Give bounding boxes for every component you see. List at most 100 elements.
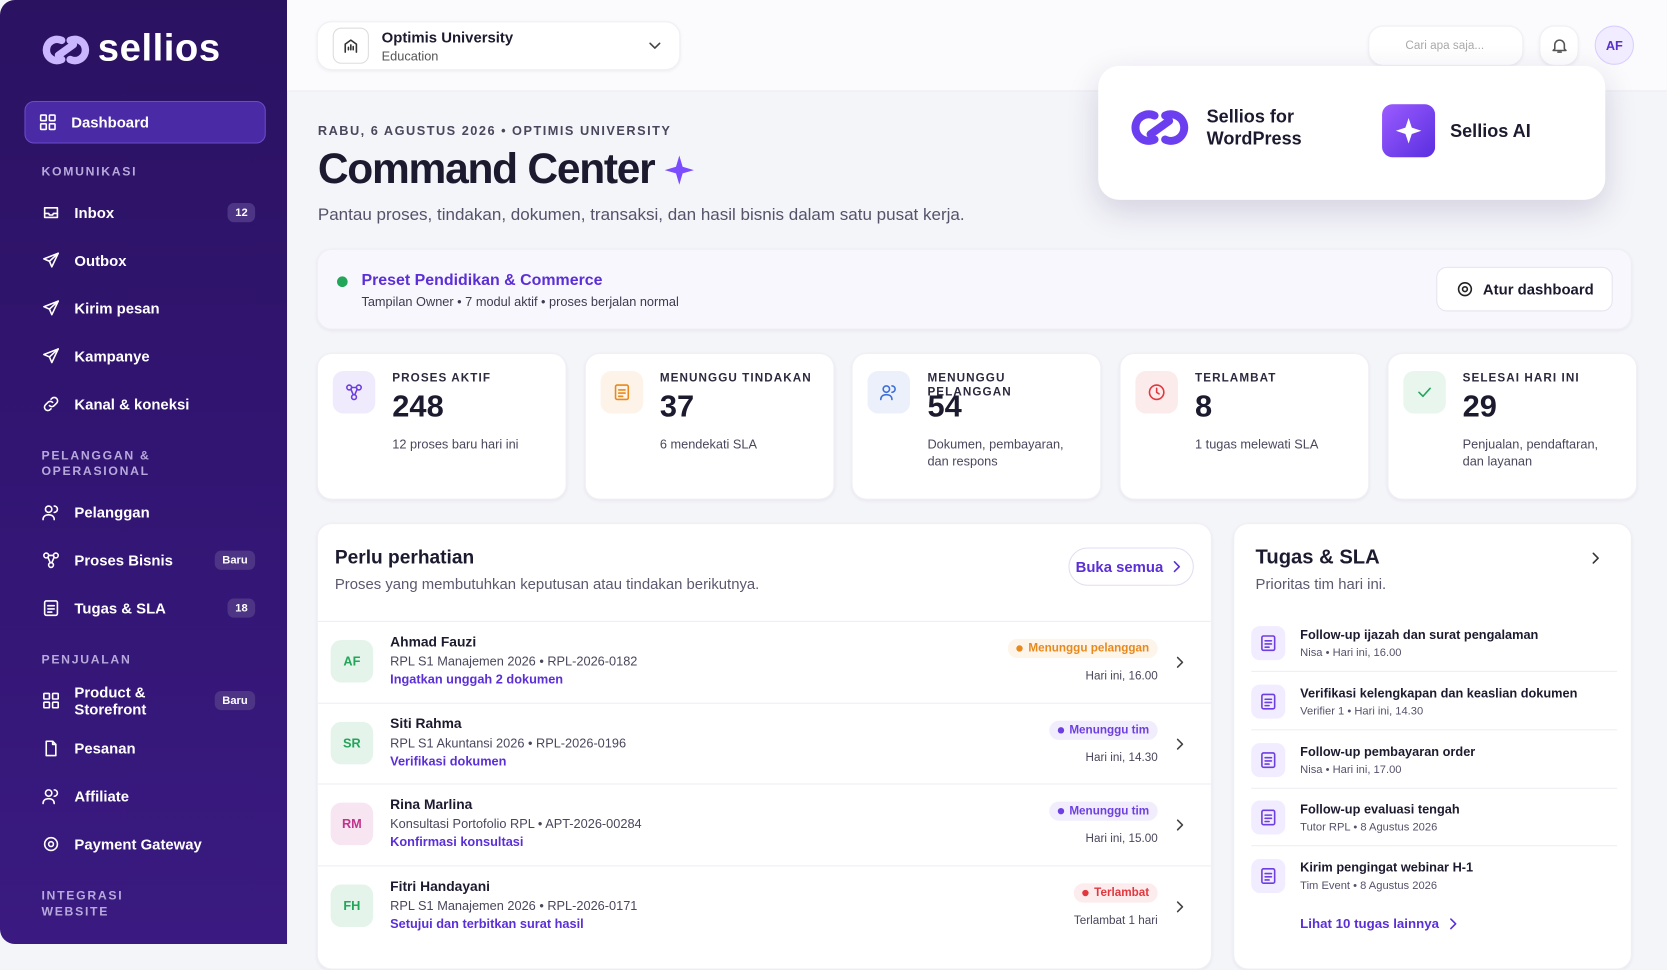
settings-icon <box>1455 280 1474 299</box>
icon-part <box>48 123 56 131</box>
nav-item[interactable]: Tugas & SLA 18 <box>24 584 265 632</box>
notification-bell[interactable] <box>1539 25 1579 66</box>
icon-part <box>43 836 59 851</box>
icon-part <box>54 40 78 60</box>
nav-label: Kirim pesan <box>74 299 160 317</box>
nav-item[interactable]: Kanal & koneksi <box>24 380 265 428</box>
row-time: Hari ini, 16.00 <box>1085 669 1158 683</box>
section-title: KOMUNIKASI <box>41 165 138 179</box>
preset-title[interactable]: Preset Pendidikan & Commerce <box>361 271 603 290</box>
attention-row[interactable]: FH Fitri Handayani RPL S1 Manajemen 2026 •… <box>317 865 1211 947</box>
preset-banner: Preset Pendidikan & Commerce Tampilan Own… <box>316 248 1632 330</box>
preset-subtitle: Tampilan Owner • 7 modul aktif • proses … <box>361 294 679 310</box>
nav-item[interactable]: Proses Bisnis Baru <box>24 536 265 584</box>
nav-item[interactable]: Payment Gateway <box>24 820 265 868</box>
search-placeholder: Cari apa saja... <box>1405 39 1485 53</box>
popup-item[interactable]: Sellios AI <box>1382 104 1567 158</box>
nav-label: Inbox <box>74 203 115 221</box>
icon-part <box>42 513 56 520</box>
attention-row[interactable]: AF Ahmad Fauzi RPL S1 Manajemen 2026 • RPL… <box>317 620 1211 703</box>
nav-item[interactable]: Pelanggan <box>24 488 265 536</box>
row-action[interactable]: Verifikasi dokumen <box>390 753 507 769</box>
task-item[interactable]: Follow-up pembayaran order Nisa • Hari in… <box>1251 730 1617 789</box>
task-item[interactable]: Verifikasi kelengkapan dan keaslian doku… <box>1251 672 1617 731</box>
date-line: RABU, 6 AGUSTUS 2026 • OPTIMIS UNIVERSIT… <box>317 123 672 139</box>
icon-part <box>1173 561 1181 573</box>
nav-item[interactable]: Inbox 12 <box>24 188 265 236</box>
nav-label: Tugas & SLA <box>74 599 166 617</box>
settings-button[interactable]: Atur dashboard <box>1436 266 1613 312</box>
tasks-more-link[interactable]: Lihat 10 tugas lainnya <box>1300 914 1462 933</box>
org-chevron <box>645 36 664 55</box>
stat-label: PROSES AKTIF <box>392 372 492 385</box>
status-label: Terlambat <box>1094 886 1150 900</box>
icon-part <box>43 599 59 616</box>
icon-part <box>614 384 629 401</box>
icon-part <box>48 299 60 310</box>
icon-part <box>44 788 53 797</box>
icon-part <box>53 788 59 797</box>
stat-label: MENUNGGU PELANGGAN <box>927 372 1012 399</box>
task-item[interactable]: Follow-up ijazah dan surat pengalaman Nis… <box>1251 613 1617 672</box>
nav-item[interactable]: Product & Storefront Baru <box>24 676 265 724</box>
task-item[interactable]: Follow-up evaluasi tengah Tutor RPL • 8 A… <box>1251 788 1617 847</box>
icon-part <box>1449 918 1457 930</box>
icon-part <box>43 692 60 709</box>
status-dot <box>1057 808 1064 815</box>
nav-item[interactable]: Affiliate <box>24 772 265 820</box>
row-meta: RPL S1 Manajemen 2026 • RPL-2026-0182 <box>390 653 638 669</box>
popup-item[interactable]: Sellios for WordPress <box>1128 104 1324 151</box>
icon-part <box>66 35 90 65</box>
task-item[interactable]: Kirim pengingat webinar H-1 Tim Event • 8… <box>1251 846 1617 903</box>
user-avatar[interactable]: AF <box>1594 25 1634 65</box>
stat-value: 8 <box>1195 390 1213 425</box>
nav-icon <box>41 298 60 317</box>
icon-part <box>1261 751 1276 768</box>
row-chevron <box>1170 734 1189 753</box>
search[interactable]: Cari apa saja... <box>1368 25 1524 66</box>
task-icon <box>1251 626 1286 661</box>
stat-card: MENUNGGU TINDAKAN 37 6 mendekati SLA <box>584 352 835 500</box>
nav-item[interactable]: Outbox <box>24 236 265 284</box>
row-action[interactable]: Ingatkan unggah 2 dokumen <box>390 671 564 687</box>
nav-item[interactable]: Kirim pesan <box>24 284 265 332</box>
icon-part <box>350 386 358 396</box>
nav-item[interactable]: Kampanye <box>24 332 265 380</box>
stat-value: 29 <box>1462 390 1497 425</box>
icon-part <box>649 42 661 49</box>
nav-label: Affiliate <box>74 787 130 805</box>
icon-part <box>47 604 56 613</box>
icon-part <box>1264 639 1273 648</box>
nav-label: Payment Gateway <box>74 835 202 853</box>
nav-item[interactable]: Dashboard <box>24 100 266 144</box>
nav-icon <box>41 786 60 805</box>
icon-part <box>344 39 358 53</box>
icon-part <box>48 396 59 407</box>
icon-part <box>1261 751 1276 768</box>
task-title: Kirim pengingat webinar H-1 <box>1300 860 1474 876</box>
attention-row[interactable]: SR Siti Rahma RPL S1 Akuntansi 2026 • RPL-… <box>317 702 1211 784</box>
icon-part <box>891 385 897 394</box>
icon-part <box>43 251 60 268</box>
nav-item[interactable]: Pesanan <box>24 724 265 772</box>
open-all-button[interactable]: Buka semua <box>1068 547 1194 586</box>
icon-part <box>51 700 60 709</box>
icon-part <box>1148 384 1165 401</box>
row-action[interactable]: Setujui dan terbitkan surat hasil <box>390 916 584 932</box>
attention-row[interactable]: RM Rina Marlina Konsultasi Portofolio RPL … <box>317 783 1211 866</box>
title-text: Command Center <box>317 145 656 193</box>
task-meta: Nisa • Hari ini, 16.00 <box>1300 646 1402 660</box>
org-selector[interactable]: Optimis University Education <box>316 21 681 71</box>
icon-part <box>47 554 56 563</box>
icon-part <box>39 114 56 131</box>
row-action[interactable]: Konfirmasi konsultasi <box>390 834 524 850</box>
tasks-chevron[interactable] <box>1586 549 1605 568</box>
icon-part <box>664 154 694 185</box>
stat-value: 248 <box>392 390 444 425</box>
stat-value: 54 <box>927 390 962 425</box>
icon-part <box>1261 868 1276 885</box>
row-avatar: AF <box>330 639 374 683</box>
icon-part <box>1395 118 1422 144</box>
nav-badge: 18 <box>227 597 256 618</box>
